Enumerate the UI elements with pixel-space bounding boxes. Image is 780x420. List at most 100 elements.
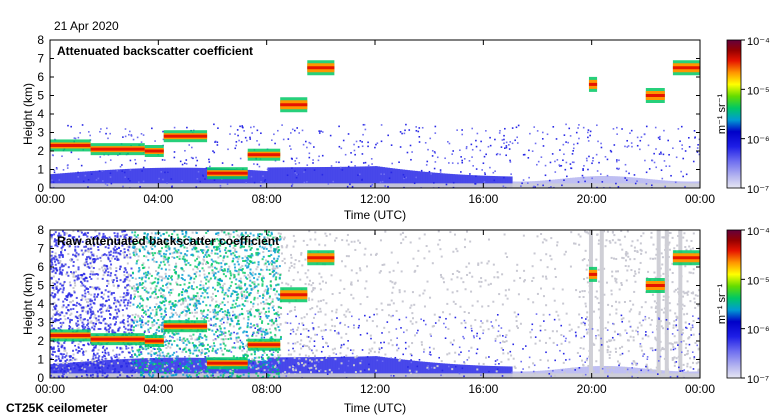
noise-cell <box>54 271 57 274</box>
boundary-layer-cell <box>492 176 496 188</box>
noise-cell <box>271 270 274 273</box>
noise-cell <box>610 293 613 296</box>
speckle-cell <box>129 169 132 171</box>
noise-cell <box>164 311 167 314</box>
noise-cell <box>554 276 557 279</box>
surface-cell <box>407 183 411 188</box>
boundary-layer-cell <box>340 356 343 378</box>
speckle-cell <box>195 164 197 167</box>
surface-cell <box>420 183 423 188</box>
noise-cell <box>114 249 117 252</box>
surface-cell <box>490 183 493 188</box>
speckle-cell <box>681 148 684 150</box>
noise-cell <box>545 277 548 280</box>
noise-cell <box>585 359 588 362</box>
noise-cell <box>55 313 58 316</box>
noise-cell <box>228 268 231 271</box>
speckle-cell <box>480 140 482 143</box>
noise-cell <box>655 310 658 313</box>
noise-cell <box>207 319 210 322</box>
noise-cell <box>130 267 133 270</box>
surface-cell <box>347 373 351 378</box>
noise-cell <box>633 275 636 278</box>
noise-cell <box>694 341 697 344</box>
speckle-cell <box>505 146 508 149</box>
boundary-layer-cell <box>335 356 338 378</box>
noise-cell <box>582 374 585 377</box>
noise-cell <box>285 282 288 285</box>
noise-cell <box>277 255 280 258</box>
noise-cell <box>181 278 184 281</box>
boundary-layer-cell <box>132 358 136 378</box>
noise-cell <box>85 305 88 308</box>
colorbar-label: m⁻¹ sr⁻¹ <box>716 94 728 135</box>
surface-cell <box>545 183 548 188</box>
noise-cell <box>103 267 106 270</box>
speckle-cell <box>675 156 678 159</box>
noise-cell <box>275 246 278 249</box>
noise-cell <box>223 293 226 296</box>
noise-cell <box>90 314 93 317</box>
noise-cell <box>281 281 284 284</box>
surface-cell <box>80 183 83 188</box>
surface-cell <box>457 183 461 188</box>
noise-cell <box>119 265 122 268</box>
noise-cell <box>70 312 73 315</box>
noise-cell <box>682 363 685 366</box>
speckle-cell <box>565 141 567 143</box>
noise-cell <box>247 234 250 237</box>
surface-cell <box>645 183 648 188</box>
noise-cell <box>414 334 417 337</box>
noise-cell <box>697 304 700 307</box>
surface-cell <box>477 373 481 378</box>
surface-cell <box>670 183 673 188</box>
speckle-cell <box>362 162 365 164</box>
noise-cell <box>619 334 622 337</box>
noise-cell <box>649 257 652 260</box>
noise-cell <box>198 274 201 277</box>
noise-cell <box>152 369 155 372</box>
surface-cell <box>107 373 111 378</box>
surface-cell <box>237 373 241 378</box>
y-tick-label: 1 <box>37 163 44 177</box>
surface-cell <box>582 183 586 188</box>
noise-cell <box>519 277 522 280</box>
noise-cell <box>556 241 559 244</box>
noise-cell <box>108 330 111 333</box>
noise-cell <box>55 311 58 314</box>
noise-cell <box>122 251 125 254</box>
speckle-cell <box>644 159 646 162</box>
noise-cell <box>162 294 165 297</box>
boundary-layer-cell <box>625 366 628 378</box>
boundary-layer-cell <box>300 167 303 188</box>
surface-cell <box>65 373 68 378</box>
noise-cell <box>168 234 171 237</box>
speckle-cell <box>471 148 474 151</box>
noise-cell <box>621 248 624 251</box>
noise-cell <box>274 329 277 332</box>
speckle-cell <box>665 165 667 167</box>
noise-cell <box>587 364 590 367</box>
noise-cell <box>584 305 587 308</box>
noise-cell <box>583 290 586 293</box>
noise-cell <box>133 293 136 296</box>
noise-cell <box>141 371 144 374</box>
noise-cell <box>276 323 279 326</box>
noise-cell <box>480 261 483 264</box>
noise-cell <box>233 250 236 253</box>
boundary-layer-cell <box>395 358 398 378</box>
boundary-layer-cell <box>60 173 63 188</box>
noise-cell <box>248 262 251 265</box>
noise-cell <box>186 289 189 292</box>
noise-cell <box>148 316 151 319</box>
noise-cell <box>359 362 362 365</box>
surface-cell <box>307 373 311 378</box>
noise-cell <box>447 327 450 330</box>
noise-cell <box>127 250 130 253</box>
speckle-cell <box>650 184 653 187</box>
noise-cell <box>305 313 308 316</box>
speckle-cell <box>452 181 455 184</box>
noise-cell <box>165 362 168 365</box>
noise-cell <box>661 347 664 350</box>
noise-cell <box>249 309 252 312</box>
